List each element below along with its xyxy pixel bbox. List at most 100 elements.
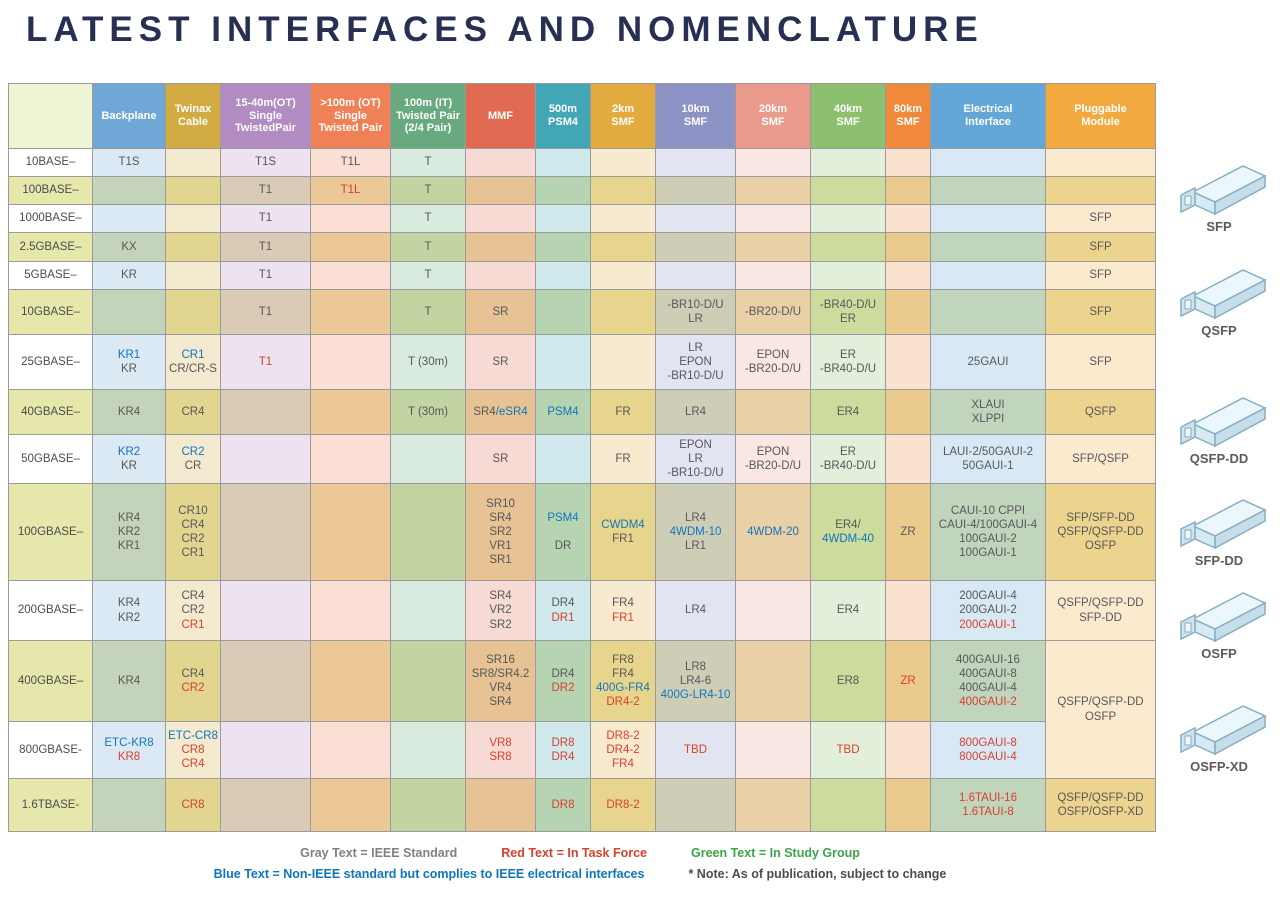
cell-elec: [930, 289, 1046, 335]
cell-tp1: T1: [220, 204, 311, 233]
cell-text: FR4: [612, 758, 634, 770]
table-row: 800GBASE- ETC-KR8 KR8 ETC-CR8 CR8 CR4 VR8 SR8 DR…: [8, 721, 1156, 779]
cell-text: CWDM4: [601, 518, 645, 531]
cell-tw: [165, 261, 221, 290]
cell-smf40: [810, 148, 886, 177]
pluggable-module-gallery: SFP QSFP QSFP-DD SFP-DD OSFP OSFP-XD: [1158, 0, 1280, 898]
cell-smf2: [590, 232, 656, 262]
cell-text: PSM4: [547, 511, 579, 524]
cell-text: SR2: [489, 525, 512, 538]
cell-mmf: SR16 SR8/SR4.2 VR4 SR4: [465, 640, 536, 722]
cell-psm: [535, 434, 591, 484]
cell-smf20: 4WDM-20: [735, 483, 811, 581]
row-label: 800GBASE-: [8, 721, 93, 779]
cell-smf40: ER -BR40-D/U: [810, 434, 886, 484]
cell-smf2: [590, 334, 656, 390]
cell-text: T: [424, 269, 432, 282]
cell-text: KR4: [117, 511, 141, 524]
cell-plug: QSFP/QSFP-DD OSFP/OSFP-XD: [1045, 778, 1156, 832]
cell-smf20: [735, 204, 811, 233]
cell-text: SR16: [486, 653, 515, 666]
cell-smf10: [655, 261, 736, 290]
cell-text: EPON: [679, 355, 712, 368]
cell-smf20: [735, 176, 811, 205]
cell-text: QSFP/QSFP-DD: [1057, 791, 1144, 804]
cell-text: -BR20-D/U: [744, 363, 802, 375]
cell-smf80: [885, 148, 931, 177]
cell-text: KR1: [117, 540, 141, 552]
cell-text: CAUI-10 CPPI: [950, 504, 1026, 517]
cell-psm: [535, 204, 591, 233]
cell-text: SR4: [473, 405, 496, 418]
row-label: 10GBASE–: [8, 289, 93, 335]
cell-smf40: TBD: [810, 721, 886, 779]
cell-text: XLAUI: [971, 398, 1005, 411]
cell-psm: PSM4 DR: [535, 483, 591, 581]
cell-text: -BR20-D/U: [744, 460, 802, 472]
cell-text: VR4: [489, 682, 512, 694]
cell-tp3: [390, 778, 466, 832]
legend-item: Gray Text = IEEE Standard: [300, 846, 458, 860]
cell-text: CR1: [181, 547, 205, 560]
cell-smf20: -BR20-D/U: [735, 289, 811, 335]
cell-tp3: T: [390, 289, 466, 335]
sfp-module-icon: [1158, 158, 1280, 218]
cell-tp2: [310, 204, 391, 233]
cell-mmf: SR: [465, 289, 536, 335]
cell-text: CR1: [181, 618, 205, 631]
cell-tp3: T: [390, 204, 466, 233]
cell-text: 800GAUI-8: [959, 736, 1017, 749]
cell-text: KR1: [117, 348, 141, 361]
legend-row-2: Blue Text = Non-IEEE standard but compli…: [0, 867, 1160, 881]
cell-smf80: [885, 176, 931, 205]
cell-smf20: [735, 232, 811, 262]
cell-tp2: [310, 640, 391, 722]
cell-smf40: ER -BR40-D/U: [810, 334, 886, 390]
cell-text: DR: [554, 540, 572, 552]
cell-text: OSFP/OSFP-XD: [1057, 806, 1144, 818]
cell-text: /eSR4: [495, 405, 528, 418]
table-row: 400GBASE– KR4 CR4 CR2 SR16 SR8/SR4.2 VR4 SR4 DR4…: [8, 640, 1156, 779]
cell-text: LR1: [684, 540, 707, 552]
row-label: 400GBASE–: [8, 640, 93, 722]
cell-tp3: T: [390, 148, 466, 177]
cell-smf40: ER4: [810, 580, 886, 641]
cell-text: T1L: [340, 184, 361, 197]
column-header-plug: Pluggable Module: [1045, 83, 1156, 149]
cell-text: SR: [492, 355, 509, 368]
module-item: SFP-DD: [1158, 492, 1280, 568]
cell-tw: [165, 289, 221, 335]
cell-plug: SFP/SFP-DD QSFP/QSFP-DD OSFP: [1045, 483, 1156, 581]
cell-text: ER8: [836, 674, 860, 687]
column-header-tw: Twinax Cable: [165, 83, 221, 149]
row-label: 50GBASE–: [8, 434, 93, 484]
cell-tp3: [390, 580, 466, 641]
module-item: SFP: [1158, 158, 1280, 234]
cell-smf80: [885, 204, 931, 233]
column-header-tp3: 100m (IT) Twisted Pair (2/4 Pair): [390, 83, 466, 149]
cell-text: SFP: [1089, 305, 1112, 318]
cell-tp3: T: [390, 176, 466, 205]
cell-bp: T1S: [92, 148, 166, 177]
row-label: 40GBASE–: [8, 389, 93, 435]
cell-smf80: [885, 580, 931, 641]
cell-smf2: FR4 FR1: [590, 580, 656, 641]
column-header-bp: Backplane: [92, 83, 166, 149]
cell-text: DR4-2: [606, 743, 640, 756]
cell-text: T: [424, 184, 432, 197]
cell-text: FR8: [612, 653, 634, 666]
cell-tw: CR1 CR/CR-S: [165, 334, 221, 390]
cell-smf10: LR4 4WDM-10 LR1: [655, 483, 736, 581]
cell-bp: KR2 KR: [92, 434, 166, 484]
cell-smf2: [590, 176, 656, 205]
cell-smf40: [810, 778, 886, 832]
cell-text: SR: [492, 305, 509, 318]
cell-text: LR8: [684, 660, 707, 673]
cell-text: KR4: [117, 674, 141, 687]
table-row: 40GBASE– KR4 CR4 T (30m) SR4/eSR4 PSM4 FR LR4 ER…: [8, 389, 1156, 435]
column-header-smf2: 2km SMF: [590, 83, 656, 149]
cell-text: SFP/SFP-DD: [1066, 511, 1135, 524]
cell-tw: [165, 176, 221, 205]
cell-plug: SFP: [1045, 204, 1156, 233]
cell-tw: ETC-CR8 CR8 CR4: [165, 721, 221, 779]
